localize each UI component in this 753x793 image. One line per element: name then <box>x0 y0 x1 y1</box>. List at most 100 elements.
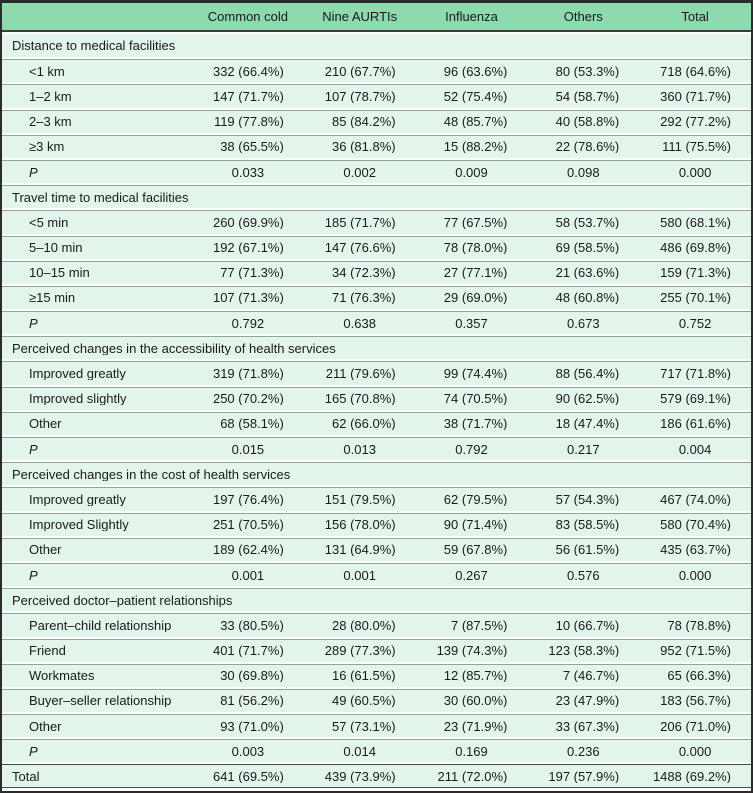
cell-value: 319 (71.8%) <box>212 367 284 381</box>
cell-value: 360 (71.7%) <box>660 89 731 103</box>
p-value: 0.000 <box>678 744 712 758</box>
cell-value: 289 (77.3%) <box>324 644 396 658</box>
cell-value: 107 (71.3%) <box>212 291 284 305</box>
row-label: Improved greatly <box>29 367 126 381</box>
cell-value: 255 (70.1%) <box>660 291 731 305</box>
cell-value: 38 (71.7%) <box>443 417 508 431</box>
cell-value: 30 (60.0%) <box>443 694 508 708</box>
cell-value: 77 (71.3%) <box>220 266 284 280</box>
total-value: 1488 (69.2%) <box>652 769 731 783</box>
cell-value: 33 (67.3%) <box>555 719 620 733</box>
table-row: Other 68 (58.1%) 62 (66.0%) 38 (71.7%) 18 (4… <box>2 411 751 435</box>
cell-value: 12 (85.7%) <box>443 669 508 683</box>
table-row: Friend 401 (71.7%) 289 (77.3%) 139 (74.3%) 1… <box>2 638 751 662</box>
total-value: 641 (69.5%) <box>212 769 284 783</box>
cell-value: 183 (56.7%) <box>660 694 731 708</box>
table-row: <5 min 260 (69.9%) 185 (71.7%) 77 (67.5%) 58… <box>2 210 751 234</box>
cell-value: 189 (62.4%) <box>212 543 284 557</box>
p-label: P <box>29 316 38 330</box>
cell-value: 58 (53.7%) <box>555 215 620 229</box>
cell-value: 580 (70.4%) <box>660 518 731 532</box>
cell-value: 78 (78.8%) <box>667 618 731 632</box>
p-value: 0.013 <box>343 442 376 456</box>
table-row: Improved slightly 250 (70.2%) 165 (70.8%) 7… <box>2 386 751 410</box>
cell-value: 260 (69.9%) <box>212 215 284 229</box>
table-row: ≥3 km 38 (65.5%) 36 (81.8%) 15 (88.2%) 22 (7… <box>2 134 751 158</box>
cell-value: 34 (72.3%) <box>332 266 396 280</box>
table-row: Workmates 30 (69.8%) 16 (61.5%) 12 (85.7%) 7… <box>2 663 751 687</box>
section-row: Perceived doctor–patient relationships <box>2 588 751 612</box>
section-row: Perceived changes in the cost of health … <box>2 462 751 486</box>
cell-value: 28 (80.0%) <box>332 618 396 632</box>
cell-value: 18 (47.4%) <box>555 417 620 431</box>
cell-value: 48 (85.7%) <box>443 115 508 129</box>
p-value: 0.033 <box>231 165 265 179</box>
column-header: Total <box>681 10 709 23</box>
section-row: Distance to medical facilities <box>2 34 751 58</box>
cell-value: 83 (58.5%) <box>555 518 620 532</box>
cell-value: 15 (88.2%) <box>443 140 508 154</box>
p-label: P <box>29 568 38 582</box>
cell-value: 69 (58.5%) <box>555 241 620 255</box>
cell-value: 185 (71.7%) <box>324 215 396 229</box>
cell-value: 78 (78.0%) <box>443 241 508 255</box>
p-value: 0.267 <box>455 568 488 582</box>
column-header: Common cold <box>207 10 288 23</box>
cell-value: 435 (63.7%) <box>660 543 731 557</box>
p-value: 0.576 <box>567 568 600 582</box>
row-label: Other <box>29 719 62 733</box>
cell-value: 56 (61.5%) <box>555 543 620 557</box>
p-value-row: P 0.015 0.013 0.792 0.217 0.004 <box>2 437 751 461</box>
cell-value: 250 (70.2%) <box>212 392 284 406</box>
cell-value: 210 (67.7%) <box>324 64 396 78</box>
row-label: ≥15 min <box>29 291 76 305</box>
cell-value: 10 (66.7%) <box>555 618 620 632</box>
table-row: 2–3 km 119 (77.8%) 85 (84.2%) 48 (85.7%) 40 … <box>2 109 751 133</box>
cell-value: 62 (66.0%) <box>332 417 396 431</box>
p-value: 0.792 <box>455 442 488 456</box>
p-value: 0.009 <box>455 165 488 179</box>
cell-value: 68 (58.1%) <box>220 417 284 431</box>
section-title: Perceived changes in the accessibility o… <box>12 341 336 355</box>
cell-value: 30 (69.8%) <box>220 669 284 683</box>
p-value: 0.236 <box>567 744 600 758</box>
cell-value: 36 (81.8%) <box>332 140 396 154</box>
section-title: Perceived changes in the cost of health … <box>12 467 291 481</box>
p-label: P <box>29 744 38 758</box>
p-value: 0.015 <box>231 442 265 456</box>
table-row: Parent–child relationship 33 (80.5%) 28 (8… <box>2 613 751 637</box>
cell-value: 40 (58.8%) <box>555 115 620 129</box>
p-value-row: P 0.003 0.014 0.169 0.236 0.000 <box>2 739 751 763</box>
table-row: 10–15 min 77 (71.3%) 34 (72.3%) 27 (77.1%) 2… <box>2 260 751 284</box>
cell-value: 77 (67.5%) <box>443 215 508 229</box>
cell-value: 159 (71.3%) <box>660 266 731 280</box>
table-row: 5–10 min 192 (67.1%) 147 (76.6%) 78 (78.0%)… <box>2 235 751 259</box>
p-value: 0.001 <box>231 568 265 582</box>
p-value: 0.004 <box>678 442 712 456</box>
cell-value: 52 (75.4%) <box>443 89 508 103</box>
table-row: Other 93 (71.0%) 57 (73.1%) 23 (71.9%) 33 (6… <box>2 714 751 738</box>
cell-value: 96 (63.6%) <box>443 64 508 78</box>
cell-value: 165 (70.8%) <box>324 392 396 406</box>
cell-value: 197 (76.4%) <box>212 492 284 506</box>
p-value-row: P 0.001 0.001 0.267 0.576 0.000 <box>2 562 751 587</box>
row-label: Improved Slightly <box>29 518 129 532</box>
section-row: Perceived changes in the accessibility o… <box>2 336 751 360</box>
cell-value: 131 (64.9%) <box>324 543 396 557</box>
cell-value: 23 (47.9%) <box>555 694 620 708</box>
cell-value: 80 (53.3%) <box>555 64 620 78</box>
total-value: 197 (57.9%) <box>548 769 620 783</box>
total-label: Total <box>12 769 40 783</box>
p-value: 0.638 <box>343 316 376 330</box>
cell-value: 48 (60.8%) <box>555 291 620 305</box>
cell-value: 81 (56.2%) <box>220 694 284 708</box>
p-value-row: P 0.792 0.638 0.357 0.673 0.752 <box>2 311 751 335</box>
row-label: 2–3 km <box>29 115 72 129</box>
cell-value: 192 (67.1%) <box>212 241 284 255</box>
table-row: Improved greatly 197 (76.4%) 151 (79.5%) 62… <box>2 487 751 511</box>
cell-value: 579 (69.1%) <box>660 392 731 406</box>
row-label: Parent–child relationship <box>29 618 172 632</box>
cell-value: 147 (71.7%) <box>212 89 284 103</box>
p-value: 0.098 <box>567 165 600 179</box>
row-label: 5–10 min <box>29 241 83 255</box>
